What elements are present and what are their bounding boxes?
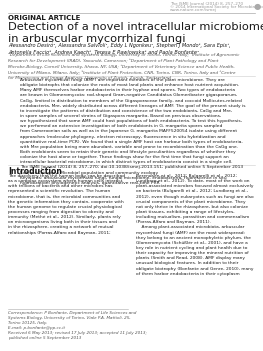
Text: Introduction: Introduction: [8, 167, 62, 176]
Text: Berendsen et al., 2012; Bulgarelli et al., 2012;
Lundberg et al., 2012). To date: Berendsen et al., 2012; Bulgarelli et al…: [136, 174, 254, 276]
Text: Detection of a novel intracellular microbiome hosted
in arbuscular mycorrhizal f: Detection of a novel intracellular micro…: [8, 22, 263, 44]
Text: © 2014 International Society for Microbial Ecology. All rights reserved 1751-736: © 2014 International Society for Microbi…: [170, 5, 263, 9]
Text: ORIGINAL ARTICLE: ORIGINAL ARTICLE: [8, 15, 80, 21]
Text: www.nature.com/ismej: www.nature.com/ismej: [170, 8, 217, 12]
Text: Alessandro Desiró¹, Alessandra Salvioli¹, Eddy L Ngonkeu², Stephen J Mondo³, Sar: Alessandro Desiró¹, Alessandra Salvioli¹…: [8, 43, 231, 55]
Text: The ISME Journal (2014) 8, 257–270: The ISME Journal (2014) 8, 257–270: [170, 2, 243, 6]
Text: ●: ●: [253, 2, 261, 11]
Text: ¹Department of Life Sciences and Systems Biology, University of Torino, Torino, : ¹Department of Life Sciences and Systems…: [8, 53, 240, 80]
Text: The discovery that the human body can be described
as a complex ecosystem where : The discovery that the human body can be…: [8, 174, 125, 234]
Text: Arbuscular mycorrhizal fungi (AMF) are important members of the plant microbiome: Arbuscular mycorrhizal fungi (AMF) are i…: [20, 78, 245, 185]
Text: Correspondence: P Bonfante, Department of Life Sciences and
Systems Biology, Uni: Correspondence: P Bonfante, Department o…: [8, 311, 147, 340]
